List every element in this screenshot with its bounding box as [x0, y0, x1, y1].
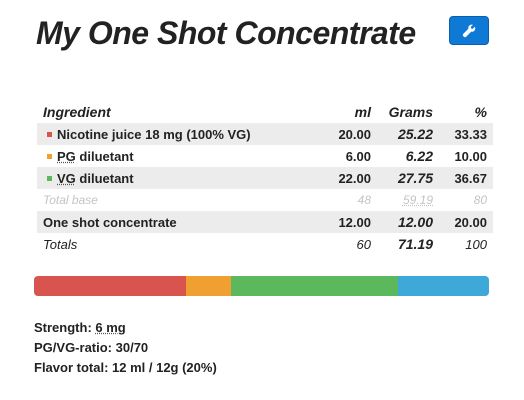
ingredient-name: diluetant	[75, 148, 134, 164]
ml-cell: 60	[356, 236, 371, 252]
pgvg-line: PG/VG-ratio: 30/70	[34, 338, 217, 358]
table-row-pg: PG diluetant 6.00 6.22 10.00	[37, 145, 493, 167]
table-row-total-base: Total base 48 59.19 80	[37, 189, 493, 211]
pgvg-label: PG/VG-ratio:	[34, 340, 116, 355]
ml-cell: 20.00	[313, 123, 377, 145]
mix-bar-segment-pg	[185, 276, 232, 296]
mix-ratio-bar	[34, 276, 489, 296]
ml-cell: 22.00	[313, 167, 377, 189]
percent-cell: 80	[473, 193, 487, 207]
flavor-label: Flavor total:	[34, 360, 113, 375]
percent-cell: 100	[465, 236, 487, 252]
table-row-nicotine: Nicotine juice 18 mg (100% VG) 20.00 25.…	[37, 123, 493, 145]
header-percent: %	[474, 104, 487, 120]
ingredient-name: diluetant	[75, 170, 134, 186]
strength-value: 6 mg	[95, 320, 126, 335]
flavor-line: Flavor total: 12 ml / 12g (20%)	[34, 358, 217, 378]
ingredient-cell: Nicotine juice 18 mg (100% VG)	[37, 123, 313, 145]
pg-color-swatch	[47, 153, 52, 159]
table-header-row: Ingredient ml Grams %	[37, 101, 493, 123]
grams-cell: 59.19	[402, 193, 433, 207]
ingredient-abbr: PG	[57, 148, 76, 164]
grams-cell: 6.22	[405, 148, 433, 164]
pgvg-value: 30/70	[115, 340, 149, 355]
mix-bar-segment-nicotine	[34, 276, 186, 296]
percent-cell: 33.33	[439, 123, 493, 145]
ml-cell: 6.00	[345, 148, 371, 164]
recipe-table: Ingredient ml Grams % Nicotine juice 18 …	[37, 101, 493, 255]
flavor-value: 12 ml / 12g (20%)	[112, 360, 217, 375]
table-row-concentrate: One shot concentrate 12.00 12.00 20.00	[37, 211, 493, 233]
table-row-vg: VG diluetant 22.00 27.75 36.67	[37, 167, 493, 189]
total-base-label: Total base	[43, 193, 98, 207]
totals-label: Totals	[43, 236, 78, 252]
percent-cell: 20.00	[439, 211, 493, 233]
wrench-icon	[462, 24, 476, 38]
settings-button[interactable]	[449, 16, 489, 45]
strength-line: Strength: 6 mg	[34, 318, 217, 338]
ml-cell: 12.00	[313, 211, 377, 233]
table-row-totals: Totals 60 71.19 100	[37, 233, 493, 255]
grams-cell: 25.22	[377, 123, 439, 145]
mix-bar-segment-flavor	[397, 276, 489, 296]
ingredient-cell: VG diluetant	[37, 167, 313, 189]
concentrate-label: One shot concentrate	[37, 211, 313, 233]
ingredient-abbr: VG	[57, 170, 76, 186]
grams-cell: 12.00	[377, 211, 439, 233]
strength-label: Strength:	[34, 320, 96, 335]
header-ml: ml	[354, 104, 371, 120]
nicotine-color-swatch	[47, 131, 52, 137]
percent-cell: 10.00	[454, 148, 487, 164]
ml-cell: 48	[357, 193, 371, 207]
mix-bar-segment-vg	[231, 276, 398, 296]
ingredient-name: Nicotine juice 18 mg (100% VG)	[57, 126, 251, 142]
ingredient-cell: PG diluetant	[37, 145, 313, 167]
header-grams: Grams	[388, 104, 433, 120]
header-ingredient: Ingredient	[43, 104, 111, 120]
summary-block: Strength: 6 mg PG/VG-ratio: 30/70 Flavor…	[34, 318, 217, 378]
grams-cell: 71.19	[397, 236, 433, 252]
percent-cell: 36.67	[439, 167, 493, 189]
page-title: My One Shot Concentrate	[36, 15, 416, 51]
grams-cell: 27.75	[377, 167, 439, 189]
vg-color-swatch	[47, 175, 52, 181]
